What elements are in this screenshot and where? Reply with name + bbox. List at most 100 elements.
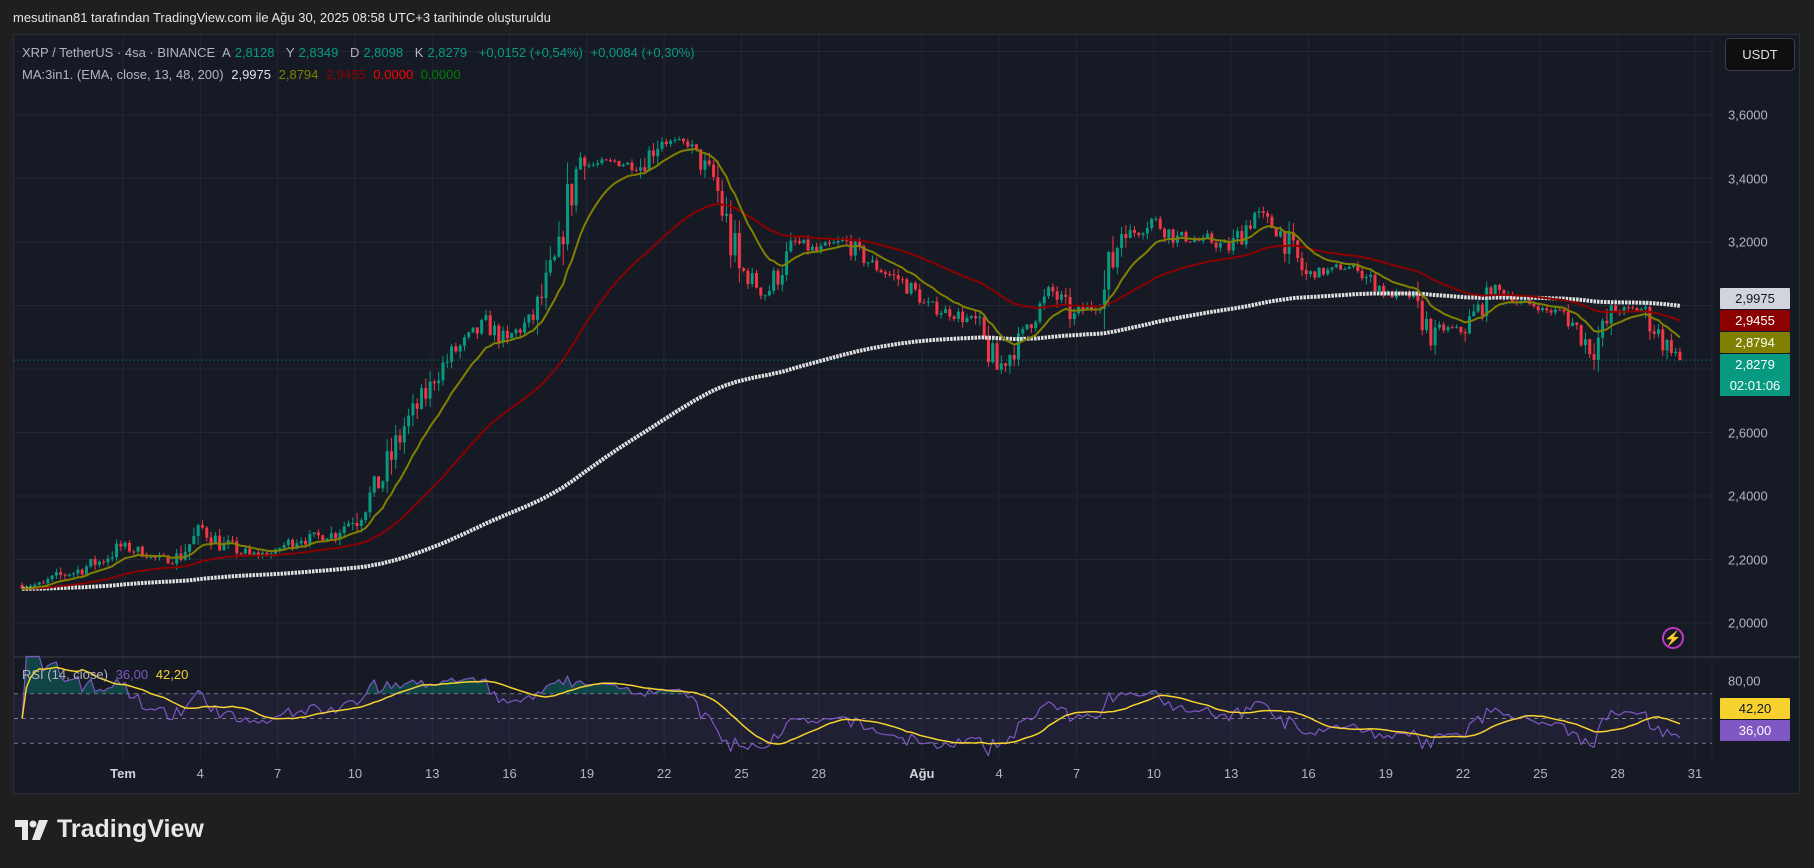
candle-body — [956, 311, 960, 319]
candle-body — [1652, 331, 1656, 335]
candle — [115, 539, 119, 562]
candle — [991, 335, 995, 364]
tradingview-logo[interactable]: TradingView — [15, 815, 204, 844]
candle-body — [484, 315, 488, 320]
chart-panel[interactable] — [13, 34, 1800, 794]
candle-body — [462, 337, 466, 346]
candle — [1463, 328, 1467, 342]
symbol-title[interactable]: XRP / TetherUS · 4sa · BINANCE — [22, 45, 216, 60]
candle-body — [840, 239, 844, 242]
candle-body — [346, 523, 350, 527]
candle-body — [681, 138, 685, 142]
price-tag: 2,9975 — [1720, 288, 1790, 309]
candle-body — [1416, 291, 1420, 302]
candle — [1184, 230, 1188, 243]
candle-body — [1102, 289, 1106, 309]
candle-body — [1536, 306, 1540, 311]
candle — [574, 166, 578, 213]
candle — [836, 236, 840, 247]
candle-body — [50, 575, 54, 580]
candle — [1364, 274, 1368, 285]
candle-body — [1107, 252, 1111, 290]
candle-body — [999, 363, 1003, 370]
candle-body — [1669, 340, 1673, 354]
candle-body — [312, 532, 316, 535]
candle-body — [218, 535, 222, 551]
candle-body — [1257, 211, 1261, 213]
candle-body — [1158, 218, 1162, 229]
candle — [591, 162, 595, 167]
candle — [1648, 304, 1652, 340]
candle — [1038, 300, 1042, 325]
candle-body — [1631, 307, 1635, 309]
candle-body — [518, 329, 522, 333]
candle-body — [325, 538, 329, 541]
candle-body — [170, 563, 174, 565]
candle-body — [1068, 296, 1072, 320]
candle-body — [527, 314, 531, 323]
candle — [235, 537, 239, 559]
candle — [192, 527, 196, 545]
candle-body — [828, 242, 832, 244]
candle — [1227, 236, 1231, 254]
candle-body — [647, 150, 651, 172]
candle-body — [1498, 284, 1502, 291]
candle — [669, 139, 673, 148]
currency-button[interactable]: USDT — [1725, 38, 1795, 71]
candle-body — [454, 346, 458, 352]
candle-body — [1193, 239, 1197, 243]
candle-body — [1218, 242, 1222, 248]
rsi-title[interactable]: RSI (14, close) — [22, 667, 108, 682]
candle — [355, 512, 359, 532]
candle — [316, 529, 320, 540]
ma-title[interactable]: MA:3in1. (EMA, close, 13, 48, 200) — [22, 67, 224, 82]
candle — [853, 239, 857, 262]
candle-body — [789, 240, 793, 252]
candle — [106, 555, 110, 567]
candle-body — [849, 240, 853, 256]
candle — [746, 268, 750, 290]
candle-body — [1055, 291, 1059, 300]
candle-body — [248, 548, 252, 555]
candle-body — [1012, 355, 1016, 360]
candle — [621, 163, 625, 167]
candle-body — [59, 572, 63, 575]
candle-body — [437, 380, 441, 384]
candle — [961, 306, 965, 328]
candle-body — [600, 159, 604, 164]
candle-body — [875, 260, 879, 271]
candle-body — [428, 381, 432, 399]
candle-body — [1059, 294, 1063, 300]
candle — [553, 254, 557, 263]
candle-body — [54, 572, 58, 576]
candle — [1622, 305, 1626, 316]
lightning-icon[interactable]: ⚡ — [1662, 627, 1684, 649]
candle-body — [63, 574, 67, 576]
candle — [1596, 326, 1600, 372]
candle-body — [797, 240, 801, 244]
candle-body — [372, 476, 376, 493]
candle — [1553, 307, 1557, 316]
candle — [1429, 317, 1433, 351]
candle — [1669, 333, 1673, 356]
candle-body — [1450, 327, 1454, 329]
time-tick-label: 28 — [811, 766, 827, 781]
candle — [1609, 303, 1613, 336]
candle-body — [776, 270, 780, 285]
candle-body — [205, 527, 209, 538]
candle — [1287, 221, 1291, 264]
candle — [1373, 273, 1377, 295]
candle — [647, 146, 651, 172]
candle-body — [845, 239, 849, 241]
candle — [978, 311, 982, 326]
time-tick-label: Ağu — [909, 766, 935, 781]
candle — [1244, 220, 1248, 249]
candle — [1575, 321, 1579, 330]
candle-body — [1141, 233, 1145, 235]
candle — [424, 378, 428, 407]
candle-body — [969, 316, 973, 318]
candle-body — [621, 164, 625, 167]
candle-body — [235, 541, 239, 554]
candle — [299, 537, 303, 546]
